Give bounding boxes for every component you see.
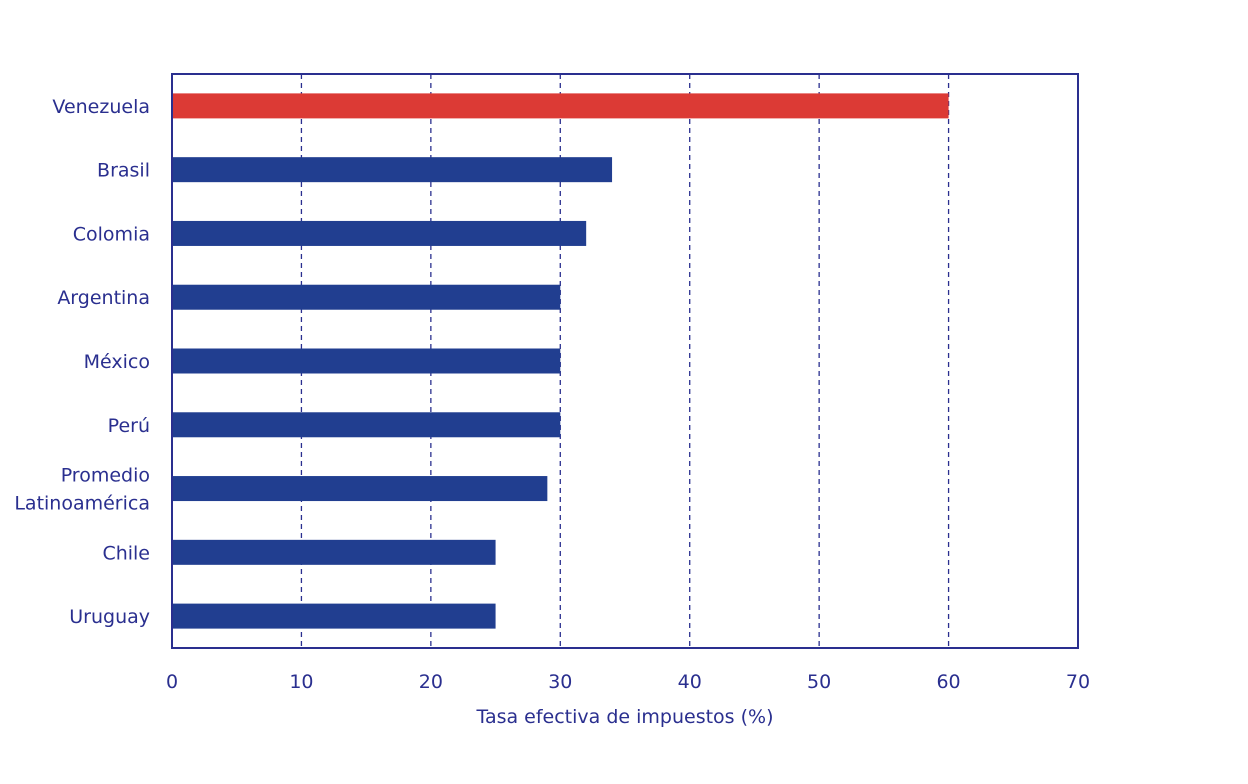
x-tick-label: 50: [807, 671, 831, 693]
category-label: Argentina: [57, 287, 150, 309]
bars: [172, 93, 949, 629]
x-tick-label: 30: [548, 671, 572, 693]
x-axis-title: Tasa efectiva de impuestos (%): [475, 706, 773, 728]
category-label: Venezuela: [52, 96, 150, 118]
category-label: Chile: [102, 542, 150, 564]
category-label: México: [84, 351, 150, 373]
category-label-line: Venezuela: [52, 96, 150, 118]
category-label-line: Chile: [102, 542, 150, 564]
bar: [172, 476, 548, 502]
bar: [172, 220, 587, 246]
category-label-line: Perú: [108, 415, 150, 437]
x-tick-label: 60: [936, 671, 960, 693]
category-label-line: México: [84, 351, 150, 373]
category-label: Perú: [108, 415, 150, 437]
bar: [172, 603, 496, 629]
x-tick-label: 0: [166, 671, 178, 693]
category-label-line: Brasil: [97, 160, 150, 182]
category-label: Colomia: [73, 223, 150, 245]
category-label: Brasil: [97, 160, 150, 182]
x-tick-label: 70: [1066, 671, 1090, 693]
category-label-line: Uruguay: [69, 606, 150, 628]
category-label: Promedio Latinoamérica: [14, 465, 150, 515]
category-label-line: Promedio: [61, 465, 150, 487]
x-tick-label: 20: [419, 671, 443, 693]
x-tick-label: 40: [678, 671, 702, 693]
y-axis-categories: Venezuela Brasil Colomia Argentina México Per…: [14, 96, 150, 628]
bar: [172, 284, 561, 310]
category-label: Uruguay: [69, 606, 150, 628]
bar: [172, 157, 613, 183]
category-label-line: Colomia: [73, 223, 150, 245]
category-label-line: Argentina: [57, 287, 150, 309]
category-label-line: Latinoamérica: [14, 493, 150, 515]
bar: [172, 412, 561, 438]
x-axis-ticks: 0 10 20 30 40 50 60 70: [166, 671, 1090, 693]
x-tick-label: 10: [289, 671, 313, 693]
bar: [172, 539, 496, 565]
bar: [172, 93, 949, 119]
bar: [172, 348, 561, 374]
plot-frame: [171, 73, 1079, 649]
